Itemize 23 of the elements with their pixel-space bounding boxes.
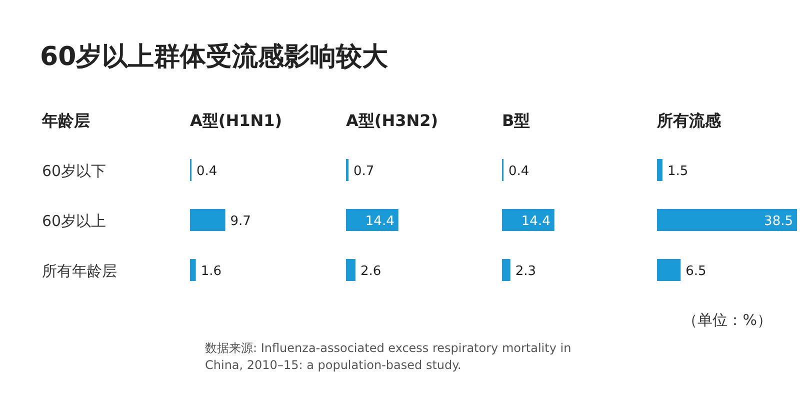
y-axis-title: 年龄层 (41, 111, 90, 130)
data-label: 38.5 (764, 214, 793, 229)
data-label: 2.3 (515, 264, 536, 279)
data-label: 0.4 (196, 164, 218, 179)
chart-title: B型 (502, 111, 530, 130)
chart-title: 所有流感 (656, 111, 722, 130)
data-label: 14.4 (521, 214, 550, 229)
data-label: 1.6 (200, 264, 222, 279)
data-label: 9.7 (230, 214, 251, 229)
data-label: 14.4 (365, 214, 394, 229)
source-note: 数据来源: Influenza-associated excess respiratory mortality in China, 2010–15: a population-based study. (205, 340, 572, 374)
chart-title: A型(H1N1) (190, 111, 282, 130)
y-tick-label: 60岁以上 (42, 212, 106, 230)
text: 60岁以上群体受流感影响较大 (40, 42, 390, 72)
data-label: 0.7 (354, 164, 374, 179)
y-tick-label: 60岁以下 (42, 162, 106, 180)
data-label: 6.5 (686, 264, 706, 279)
data-label: 1.5 (667, 164, 688, 179)
data-label: 0.4 (508, 164, 530, 179)
text: （单位：%） (682, 311, 772, 329)
data-label: 2.6 (360, 264, 382, 279)
chart-title: A型(H3N2) (346, 111, 438, 130)
y-tick-label: 所有年龄层 (42, 262, 117, 280)
